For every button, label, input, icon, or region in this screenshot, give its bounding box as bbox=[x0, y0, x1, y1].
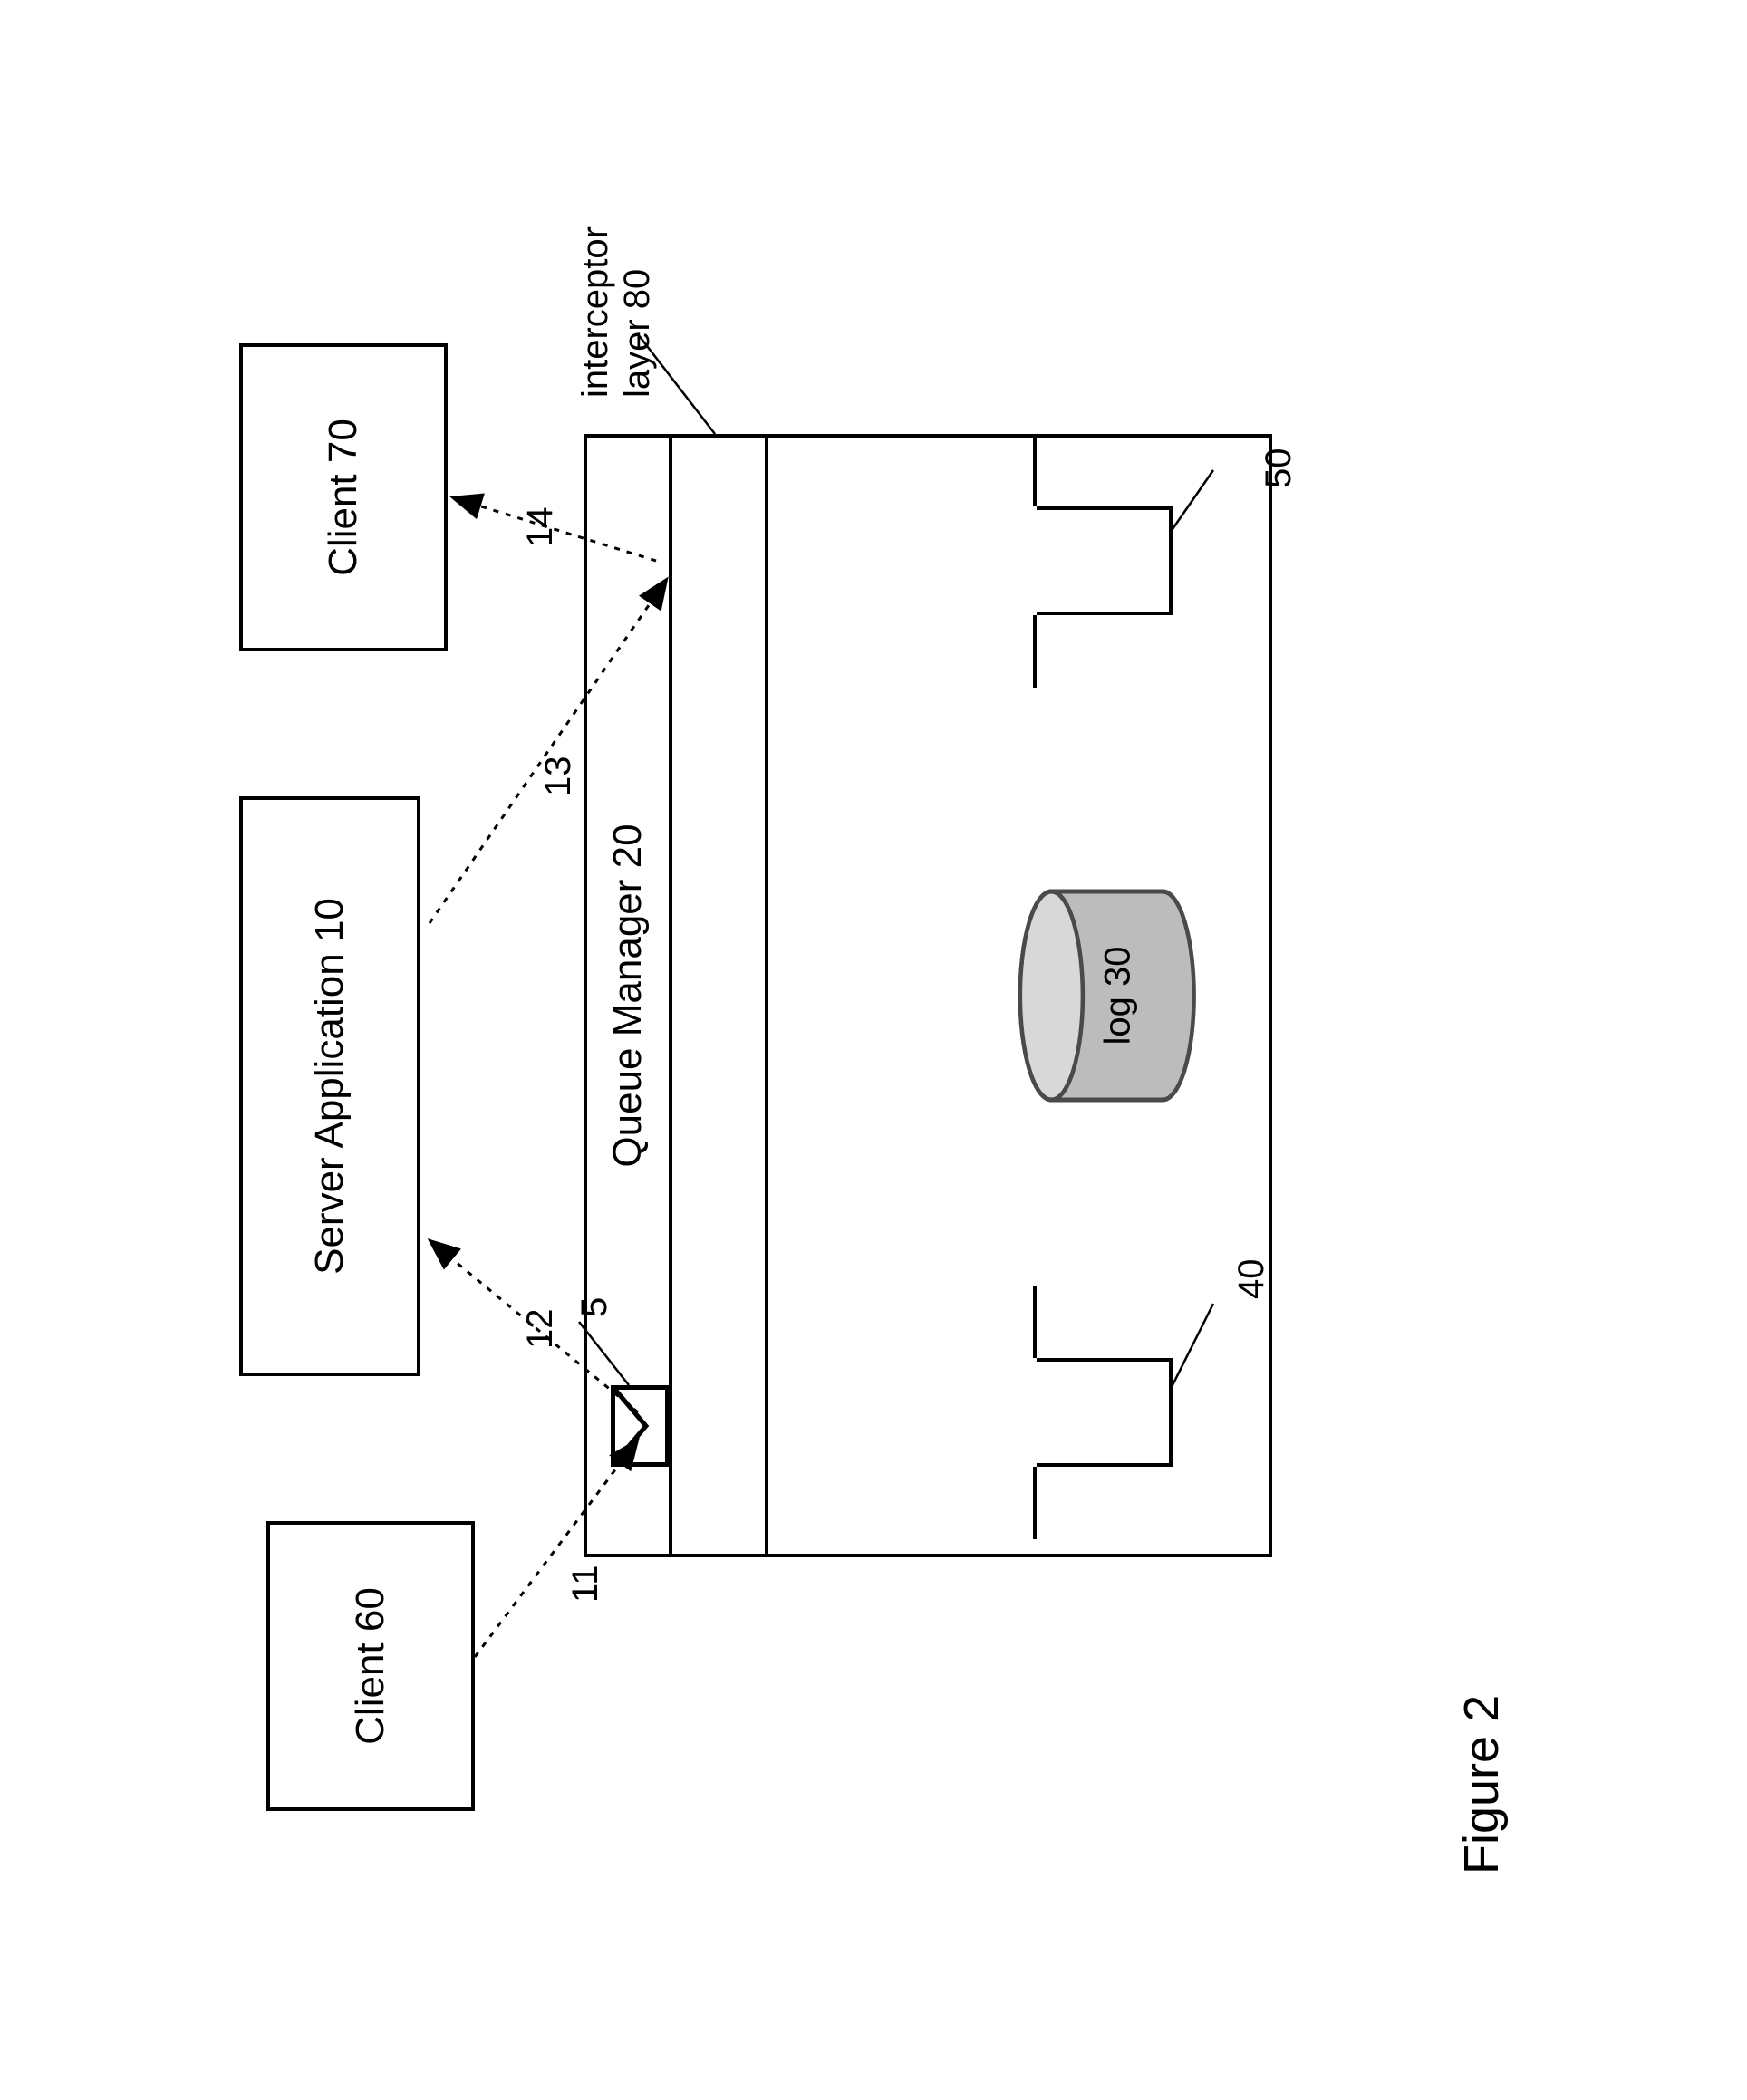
log-label: log 30 bbox=[1098, 947, 1139, 1045]
log-cylinder-icon: log 30 bbox=[1018, 887, 1200, 1104]
client-70-box: Client 70 bbox=[239, 343, 448, 651]
server-application-box: Server Application 10 bbox=[239, 796, 420, 1376]
arrow-11-label: 11 bbox=[565, 1565, 606, 1603]
interceptor-layer-text: interceptor layer 80 bbox=[575, 226, 657, 398]
queue-40 bbox=[1037, 1358, 1173, 1467]
arrow-12-label: 12 bbox=[520, 1309, 561, 1350]
envelope-label: 5 bbox=[574, 1297, 615, 1317]
arrow-13-label: 13 bbox=[538, 756, 579, 797]
envelope-icon bbox=[611, 1385, 670, 1467]
server-application-label: Server Application 10 bbox=[307, 898, 352, 1275]
diagram-canvas: Client 60 Server Application 10 Client 7… bbox=[149, 144, 1598, 1956]
client-70-label: Client 70 bbox=[321, 419, 366, 576]
queue-50 bbox=[1037, 506, 1173, 615]
queue-40-label: 40 bbox=[1231, 1259, 1272, 1300]
figure-caption: Figure 2 bbox=[1453, 1695, 1510, 1874]
client-60-label: Client 60 bbox=[348, 1587, 393, 1745]
page: Client 60 Server Application 10 Client 7… bbox=[0, 0, 1747, 2100]
interceptor-layer-label: interceptor layer 80 bbox=[574, 226, 658, 398]
arrow-14-label: 14 bbox=[520, 507, 561, 548]
client-60-box: Client 60 bbox=[266, 1521, 475, 1811]
interceptor-layer-band bbox=[669, 438, 768, 1554]
queue-manager-label: Queue Manager 20 bbox=[605, 824, 651, 1167]
queue-50-label: 50 bbox=[1259, 448, 1299, 489]
